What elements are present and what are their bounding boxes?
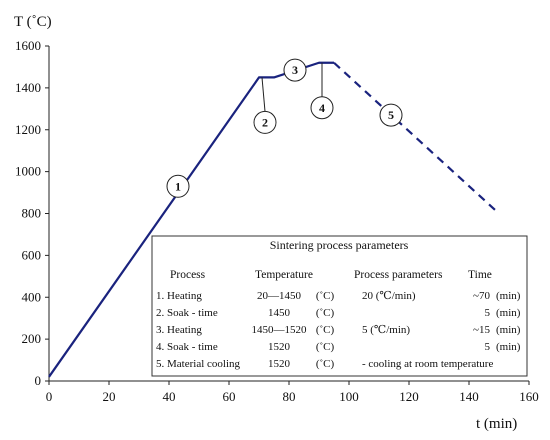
x-tick-label: 80 (283, 389, 296, 404)
y-tick-label: 1600 (15, 38, 41, 53)
row-unit: (˚C) (316, 290, 335, 302)
y-tick-label: 800 (22, 206, 42, 221)
table-row: 5. Material cooling 1520 (˚C) - cooling at … (156, 358, 493, 370)
y-axis-ticks: 0 200 400 600 800 1000 1200 1400 1600 (15, 38, 49, 388)
row-unit: (˚C) (316, 341, 335, 353)
row-time-unit: (min) (496, 290, 521, 302)
y-tick-label: 1200 (15, 122, 41, 137)
marker-circle (379, 103, 403, 127)
x-tick-label: 20 (103, 389, 116, 404)
y-tick-label: 0 (35, 373, 42, 388)
marker-label: 5 (388, 108, 394, 122)
row-parameters: 20 (℃/min) (362, 290, 416, 302)
x-axis-title: t (min) (476, 416, 517, 432)
x-tick-label: 100 (339, 389, 359, 404)
table-title: Sintering process parameters (270, 238, 409, 252)
y-tick-label: 600 (22, 247, 42, 262)
row-time: 5 (485, 341, 491, 353)
table-header-process: Process (170, 269, 206, 281)
row-process: 1. Heating (156, 290, 202, 302)
table-rows: 1. Heating 20—1450 (˚C) 20 (℃/min) ~70 (min)2… (156, 290, 521, 370)
stage-markers: 1 2 3 4 5 (166, 58, 403, 198)
table-row: 4. Soak - time 1520 (˚C) 5 (min) (156, 341, 521, 353)
row-unit: (˚C) (316, 307, 335, 319)
row-time-unit: (min) (496, 341, 521, 353)
row-time-unit: (min) (496, 324, 521, 336)
heating-and-soak-line (48, 61, 334, 378)
cooling-dashed-line (333, 61, 500, 215)
table-row: 2. Soak - time 1450 (˚C) 5 (min) (156, 307, 521, 319)
x-tick-label: 0 (46, 389, 53, 404)
row-temperature: 20—1450 (257, 290, 302, 302)
marker-label: 4 (319, 101, 325, 115)
x-tick-label: 40 (163, 389, 176, 404)
row-temperature: 1520 (268, 358, 291, 370)
table-header-temperature: Temperature (255, 269, 313, 281)
table-header-parameters: Process parameters (354, 269, 443, 281)
table-frame (151, 235, 528, 377)
marker-label: 3 (292, 63, 298, 77)
row-temperature: 1520 (268, 341, 291, 353)
row-time: ~70 (473, 290, 490, 302)
row-temperature: 1450—1520 (252, 324, 308, 336)
row-parameters: 5 (℃/min) (362, 324, 410, 336)
marker-circle (310, 96, 334, 120)
row-unit: (˚C) (316, 324, 335, 336)
marker-label: 1 (175, 179, 181, 193)
y-tick-label: 1000 (15, 164, 41, 179)
row-parameters: - cooling at room temperature (362, 358, 493, 370)
row-temperature: 1450 (268, 307, 291, 319)
table-row: 3. Heating 1450—1520 (˚C) 5 (℃/min) ~15 (min) (156, 324, 521, 336)
data-lines (48, 61, 500, 378)
marker-circle (283, 58, 307, 82)
x-tick-label: 60 (223, 389, 236, 404)
row-process: 3. Heating (156, 324, 202, 336)
row-process: 5. Material cooling (156, 358, 241, 370)
row-time: ~15 (473, 324, 490, 336)
y-tick-label: 1400 (15, 80, 41, 95)
row-time-unit: (min) (496, 307, 521, 319)
row-unit: (˚C) (316, 358, 335, 370)
marker-label: 2 (262, 115, 268, 129)
sintering-parameters-table: Sintering process parameters Process Tem… (151, 235, 528, 377)
table-header-time: Time (468, 269, 492, 281)
y-axis-title: T (˚C) (14, 14, 52, 30)
row-process: 2. Soak - time (156, 307, 218, 319)
x-tick-label: 120 (399, 389, 419, 404)
row-process: 4. Soak - time (156, 341, 218, 353)
y-tick-label: 400 (22, 289, 42, 304)
row-time: 5 (485, 307, 491, 319)
table-row: 1. Heating 20—1450 (˚C) 20 (℃/min) ~70 (min) (156, 290, 521, 302)
x-tick-label: 140 (459, 389, 479, 404)
x-axis-ticks: 0 20 40 60 80 100 120 140 160 (46, 381, 539, 404)
y-tick-label: 200 (22, 331, 42, 346)
marker-circle (166, 174, 190, 198)
x-tick-label: 160 (519, 389, 539, 404)
marker-leader-line (261, 77, 266, 112)
marker-circle (253, 110, 277, 134)
